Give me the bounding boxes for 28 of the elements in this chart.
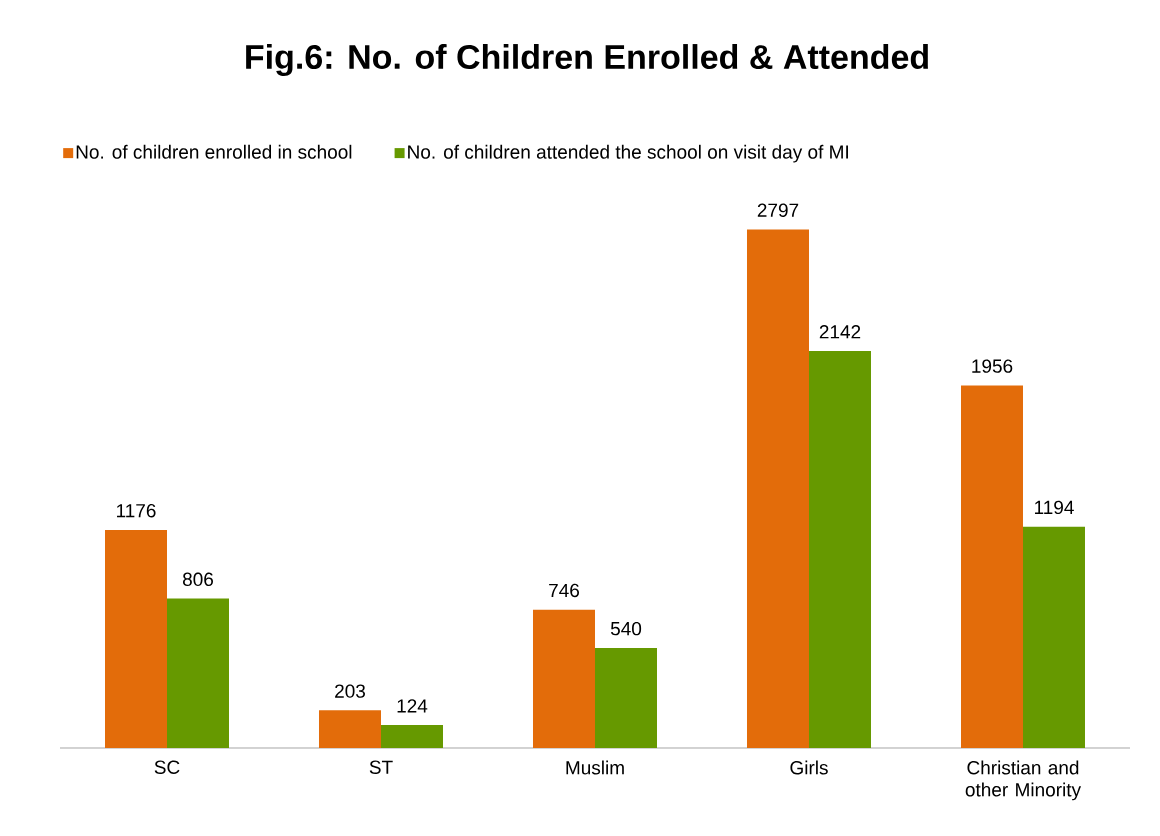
legend-label: No. of children enrolled in school (76, 144, 352, 159)
bar (533, 609, 595, 748)
data-label: 124 (397, 699, 428, 713)
x-tick-label: Muslim (566, 760, 624, 775)
bar (381, 725, 443, 748)
legend-label: No. of children attended the school on visit day of MI (408, 144, 848, 163)
x-tick-label: SC (154, 760, 180, 774)
x-tick-label: Girls (790, 760, 828, 775)
data-label: 203 (335, 684, 366, 698)
x-tick-label: ST (369, 760, 393, 774)
data-label: 1194 (1035, 500, 1074, 515)
bar (746, 229, 809, 748)
data-label: 806 (182, 572, 214, 587)
bar (105, 529, 167, 748)
bar (809, 350, 871, 748)
bar (167, 598, 229, 748)
data-label: 1176 (117, 504, 156, 518)
data-label: 2142 (819, 325, 861, 339)
bar (960, 385, 1023, 748)
data-label: 540 (610, 621, 642, 636)
data-label: 2797 (757, 203, 799, 217)
bar (1022, 526, 1085, 748)
data-label: 746 (549, 583, 580, 598)
chart-title: Fig.6: No. of Children Enrolled & Attended (246, 44, 928, 76)
bar (319, 710, 381, 748)
bar (595, 647, 657, 748)
x-tick-label: Christian and other Minority (965, 760, 1082, 801)
data-label: 1956 (972, 359, 1013, 373)
